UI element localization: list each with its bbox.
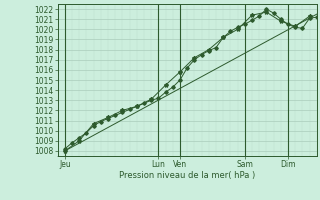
X-axis label: Pression niveau de la mer( hPa ): Pression niveau de la mer( hPa )	[119, 171, 255, 180]
